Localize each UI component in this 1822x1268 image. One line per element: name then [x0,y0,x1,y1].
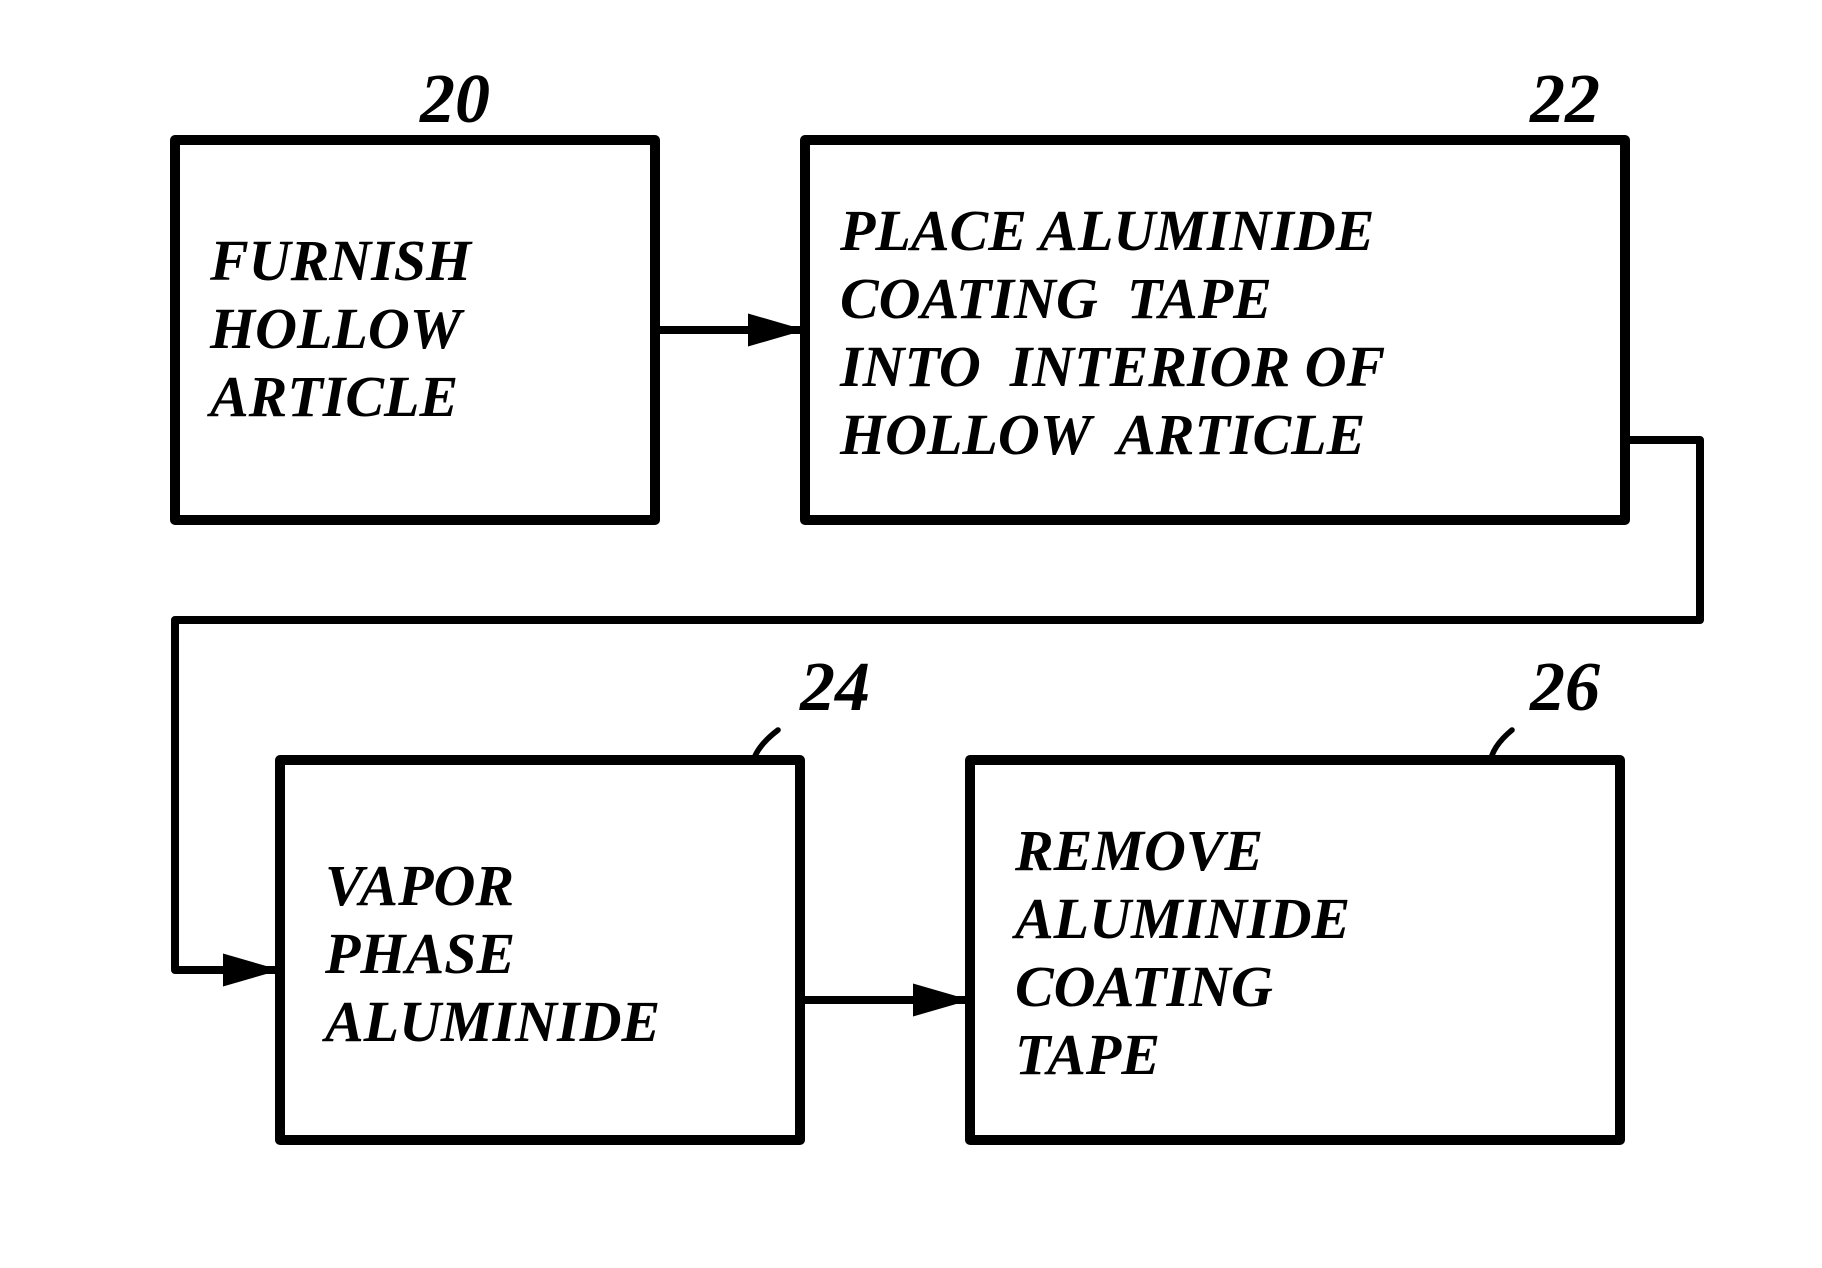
ref-number: 24 [799,649,870,726]
flow-node-26: 26 REMOVEALUMINIDECOATINGTAPE [970,649,1620,1140]
ref-number: 20 [419,61,490,138]
flow-label-line: ALUMINIDE [1012,886,1350,951]
flow-label-line: TAPE [1015,1022,1160,1087]
flowchart-canvas: 20FURNISHHOLLOWARTICLE22PLACE ALUMINIDEC… [0,0,1822,1268]
flow-node-24: 24 VAPORPHASEALUMINIDE [280,649,870,1140]
flow-label-line: HOLLOW ARTICLE [839,402,1365,467]
flow-label-line: FURNISH [209,228,473,293]
ref-number: 22 [1529,61,1600,138]
flow-label-line: COATING [1015,954,1273,1019]
flow-label-line: ARTICLE [207,364,458,429]
flow-label-line: ALUMINIDE [322,989,660,1054]
flow-label-line: VAPOR [325,853,514,918]
flow-label-line: PHASE [324,921,515,986]
ref-number: 26 [1529,649,1600,726]
flow-node-20: 20 FURNISHHOLLOWARTICLE [175,61,655,520]
flow-label: FURNISHHOLLOWARTICLE [207,228,473,429]
flow-label-line: COATING TAPE [840,266,1272,331]
flow-label-line: REMOVE [1014,818,1263,883]
flow-label-line: INTO INTERIOR OF [839,334,1385,399]
flow-label-line: PLACE ALUMINIDE [839,198,1374,263]
flow-label-line: HOLLOW [209,296,465,361]
flow-node-22: 22 PLACE ALUMINIDECOATING TAPEINTO INTERI… [805,61,1625,520]
